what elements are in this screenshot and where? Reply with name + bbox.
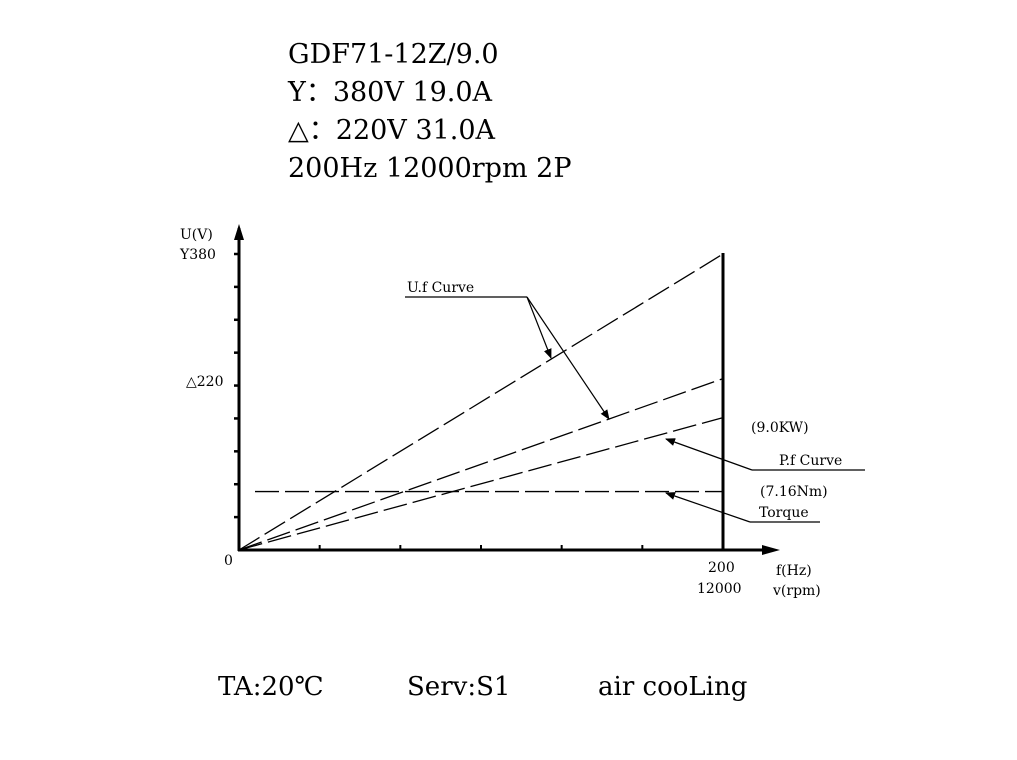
torque-value-label: (7.16Nm) (760, 484, 828, 500)
y-axis-arrow (234, 224, 244, 240)
series-line-1 (238, 253, 724, 551)
origin-label: 0 (224, 553, 233, 569)
x-axis-arrow (762, 545, 780, 555)
cooling-method: air cooLing (598, 672, 748, 702)
power-label: (9.0KW) (751, 420, 809, 436)
x-axis-label-rpm: v(rpm) (772, 583, 821, 599)
pf-curve-label: P.f Curve (779, 453, 842, 469)
x-axis-label: f(Hz) (776, 563, 812, 579)
series-line-2 (238, 378, 724, 551)
speed-rating: 200Hz 12000rpm 2P (288, 153, 572, 184)
x-tick-label-12000: 12000 (697, 581, 742, 597)
uf-curve-label: U.f Curve (407, 280, 474, 296)
motor-spec-header: GDF71-12Z/9.0 Y：380V 19.0A △：220V 31.0A … (288, 36, 572, 188)
uf-curve-pointer-2 (526, 296, 610, 420)
y-connection-rating: Y：380V 19.0A (288, 77, 493, 108)
uf-curve-pointer-1 (526, 296, 552, 359)
ambient-temperature: TA:20℃ (218, 672, 324, 702)
y-tick-label-380: Y380 (179, 247, 216, 263)
y-axis-label: U(V) (180, 227, 213, 243)
y-tick-label-220: △220 (186, 374, 224, 390)
x-tick-label-200: 200 (708, 560, 735, 576)
torque-label: Torque (759, 505, 809, 521)
x-axis-ticks (318, 545, 644, 550)
pf-curve-pointer (665, 438, 753, 471)
service-duty: Serv:S1 (407, 672, 511, 702)
y-axis-ticks (234, 252, 239, 519)
chart-series (238, 253, 724, 551)
model-label: GDF71-12Z/9.0 (288, 39, 499, 70)
series-line-3 (238, 416, 724, 551)
torque-pointer (665, 492, 751, 523)
delta-connection-rating: △：220V 31.0A (288, 115, 495, 146)
